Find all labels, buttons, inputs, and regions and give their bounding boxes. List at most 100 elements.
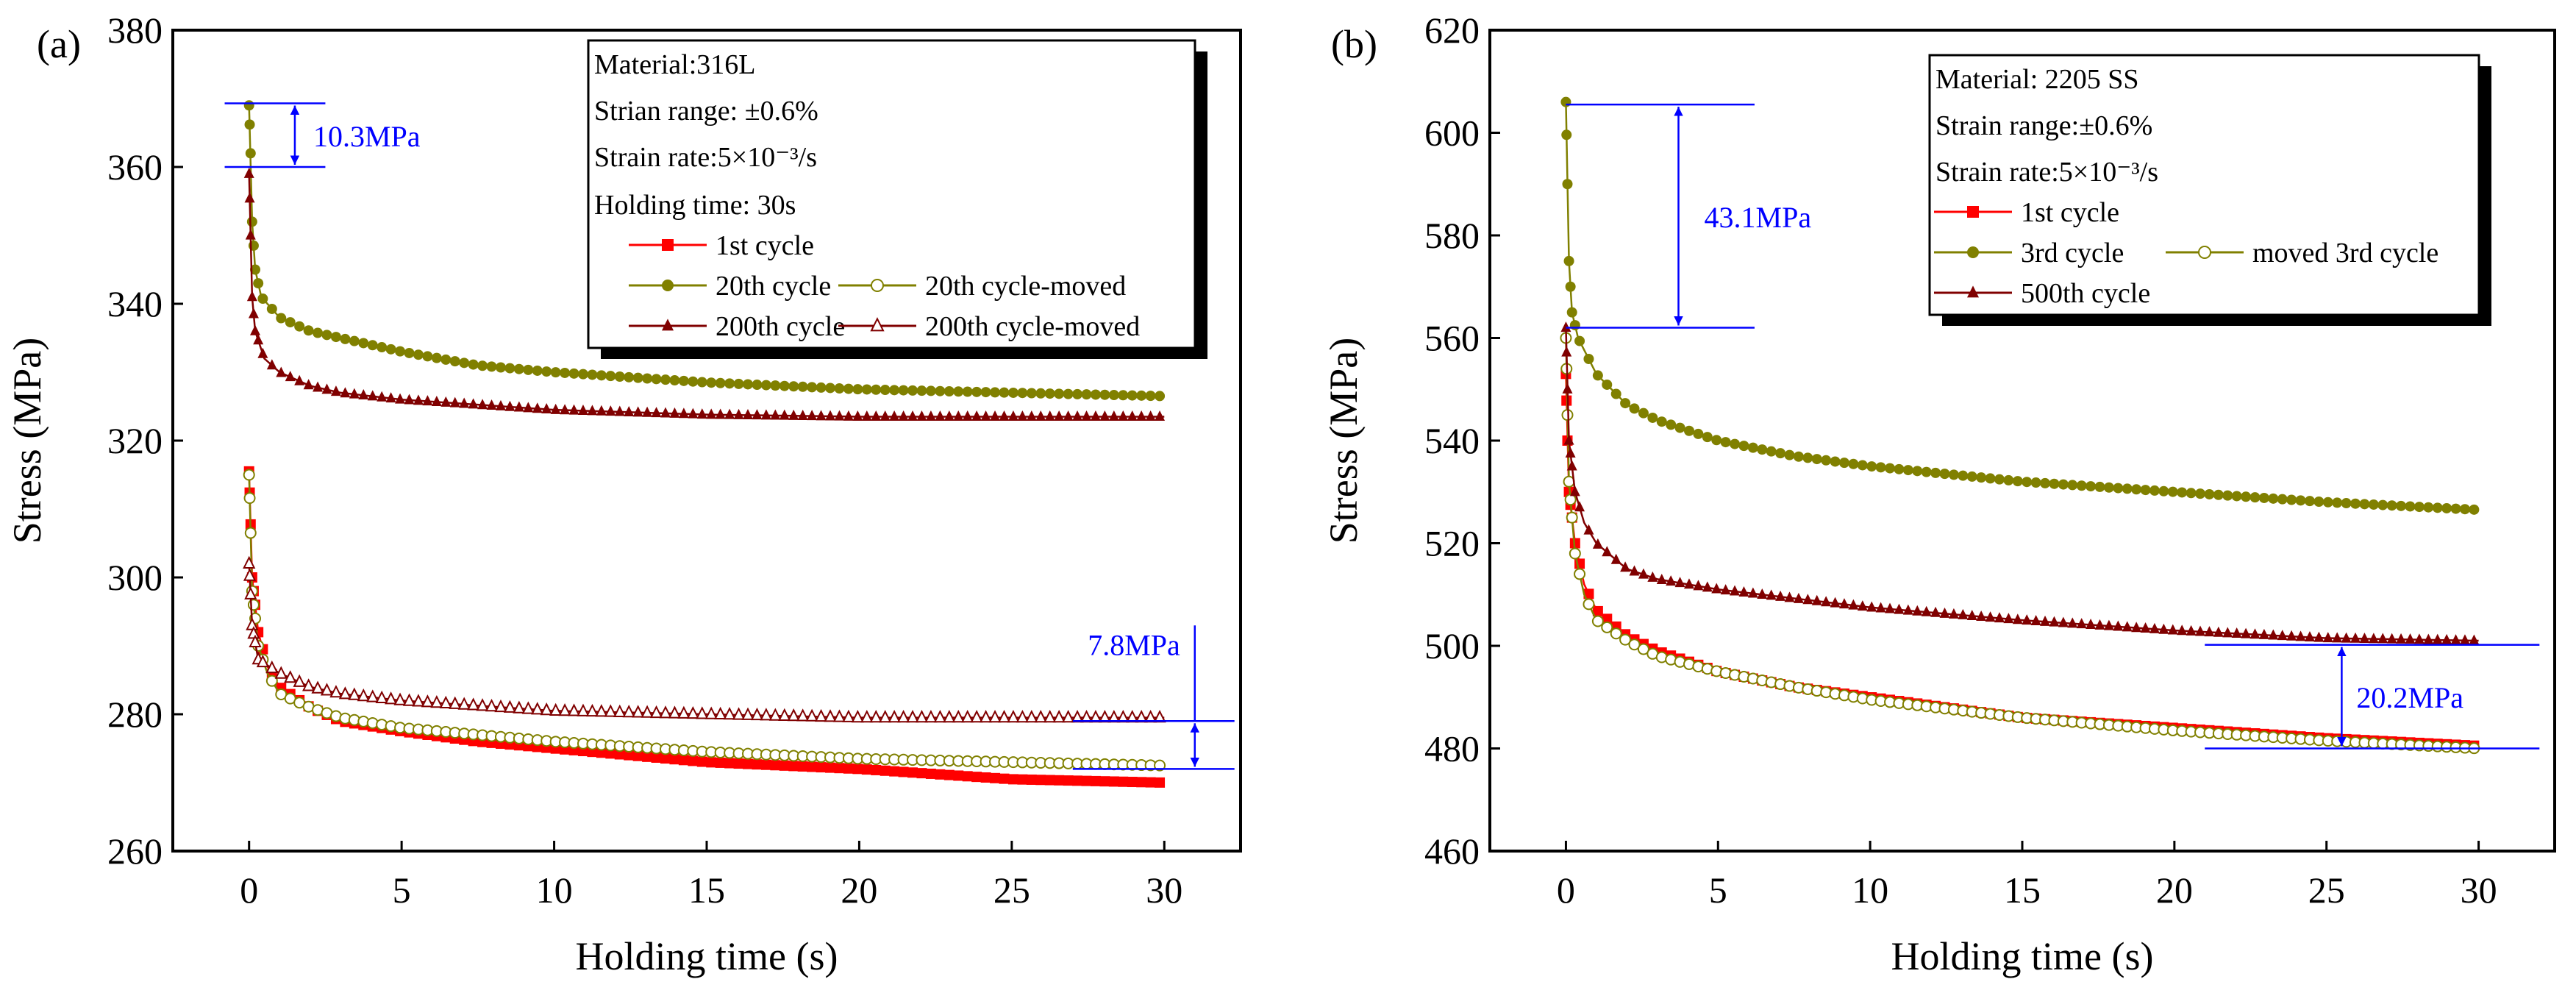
data-point-circle: [1939, 469, 1950, 480]
data-point-triangle: [1566, 460, 1577, 471]
data-point-square: [1044, 775, 1055, 786]
data-point-open-triangle: [385, 691, 398, 705]
data-point-triangle: [2332, 632, 2343, 643]
data-point-circle: [2003, 474, 2014, 485]
data-point-triangle: [816, 410, 827, 421]
data-point-square: [752, 759, 763, 770]
data-point-circle: [2140, 485, 2151, 496]
data-point-open-triangle: [750, 707, 764, 721]
data-point-square: [662, 239, 674, 251]
data-point-triangle: [2058, 616, 2069, 627]
data-point-circle: [2377, 499, 2388, 510]
data-point-open-triangle: [302, 678, 315, 691]
data-point-open-triangle: [1016, 710, 1029, 723]
data-point-triangle: [1099, 410, 1110, 421]
data-point-triangle: [2268, 629, 2279, 640]
data-point-open-triangle: [393, 692, 407, 705]
data-point-triangle: [1966, 609, 1977, 620]
data-point-circle: [1683, 425, 1694, 436]
series-500th-cycle: [1560, 321, 2480, 645]
data-point-triangle: [2432, 633, 2443, 644]
data-point-open-triangle: [265, 660, 279, 674]
annotation-label: 7.8MPa: [1088, 628, 1180, 661]
data-point-circle: [2295, 495, 2306, 506]
data-point-open-triangle: [704, 706, 718, 719]
data-point-circle: [1569, 320, 1580, 331]
data-point-circle: [358, 338, 369, 349]
data-point-circle: [1693, 428, 1704, 439]
series-1st-cycle: [243, 466, 1166, 788]
data-point-triangle: [1693, 580, 1704, 591]
data-point-circle: [660, 374, 671, 385]
data-point-circle: [243, 100, 254, 111]
data-point-square: [971, 772, 982, 783]
data-point-circle: [1793, 451, 1804, 462]
data-point-square: [925, 768, 936, 779]
data-point-circle: [1592, 370, 1603, 381]
annotation-label: 43.1MPa: [1705, 201, 1812, 234]
data-point-circle: [632, 372, 643, 383]
data-point-circle: [779, 380, 790, 391]
data-point-square: [1136, 777, 1147, 788]
data-point-square: [935, 769, 946, 780]
data-point-triangle: [2313, 631, 2325, 642]
data-point-circle: [477, 360, 488, 371]
data-point-open-triangle: [622, 704, 635, 718]
data-point-open-triangle: [329, 685, 343, 698]
data-point-circle: [2094, 481, 2105, 492]
data-point-open-triangle: [243, 568, 257, 581]
data-point-triangle: [2386, 633, 2397, 644]
data-point-circle: [577, 369, 588, 380]
data-point-circle: [2304, 496, 2315, 507]
data-point-square: [706, 757, 717, 768]
data-point-circle: [395, 346, 406, 357]
data-point-circle: [1099, 389, 1110, 400]
data-point-circle: [834, 383, 845, 394]
data-point-triangle: [2396, 633, 2407, 644]
data-point-circle: [990, 387, 1001, 398]
data-point-open-triangle: [924, 710, 938, 723]
data-point-triangle: [2003, 613, 2014, 624]
data-point-square: [953, 770, 964, 781]
data-point-open-triangle: [1034, 710, 1047, 723]
data-point-open-circle: [1591, 615, 1604, 627]
data-point-open-triangle: [293, 674, 306, 687]
data-point-triangle: [935, 410, 946, 421]
data-point-triangle: [825, 410, 836, 421]
data-point-circle: [642, 373, 653, 384]
data-point-circle: [1563, 255, 1574, 266]
data-point-triangle: [1629, 565, 1640, 576]
data-point-circle: [313, 327, 324, 338]
data-point-circle: [2432, 502, 2443, 513]
data-point-triangle: [440, 396, 452, 407]
data-point-triangle: [2377, 633, 2388, 644]
legend-entry-label: 20th cycle-moved: [925, 271, 1126, 302]
y-tick-label: 280: [107, 694, 163, 735]
data-point-triangle: [1108, 410, 1119, 421]
x-axis-title: Holding time (s): [576, 934, 838, 978]
data-point-open-triangle: [549, 702, 563, 716]
data-point-circle: [2286, 494, 2297, 505]
data-point-square: [999, 773, 1010, 784]
data-point-square: [1007, 774, 1018, 785]
data-point-open-triangle: [970, 710, 983, 723]
data-point-circle: [1967, 246, 1979, 258]
data-point-open-triangle: [1025, 710, 1038, 723]
data-point-triangle: [2286, 630, 2297, 641]
data-point-circle: [935, 385, 946, 396]
data-point-circle: [303, 325, 314, 336]
data-point-open-triangle: [778, 708, 791, 721]
data-point-triangle: [246, 291, 257, 302]
data-point-triangle: [1602, 546, 1613, 557]
data-point-triangle: [1711, 583, 1722, 594]
data-point-open-triangle: [915, 710, 929, 723]
data-point-triangle: [404, 394, 415, 405]
data-point-open-triangle: [979, 710, 993, 723]
data-point-circle: [1738, 441, 1749, 452]
data-point-circle: [2441, 502, 2452, 513]
data-point-circle: [2350, 498, 2361, 509]
data-point-triangle: [1127, 410, 1138, 421]
x-tick-label: 5: [1709, 869, 1727, 911]
data-point-open-triangle: [997, 710, 1011, 723]
data-point-open-triangle: [668, 705, 682, 719]
